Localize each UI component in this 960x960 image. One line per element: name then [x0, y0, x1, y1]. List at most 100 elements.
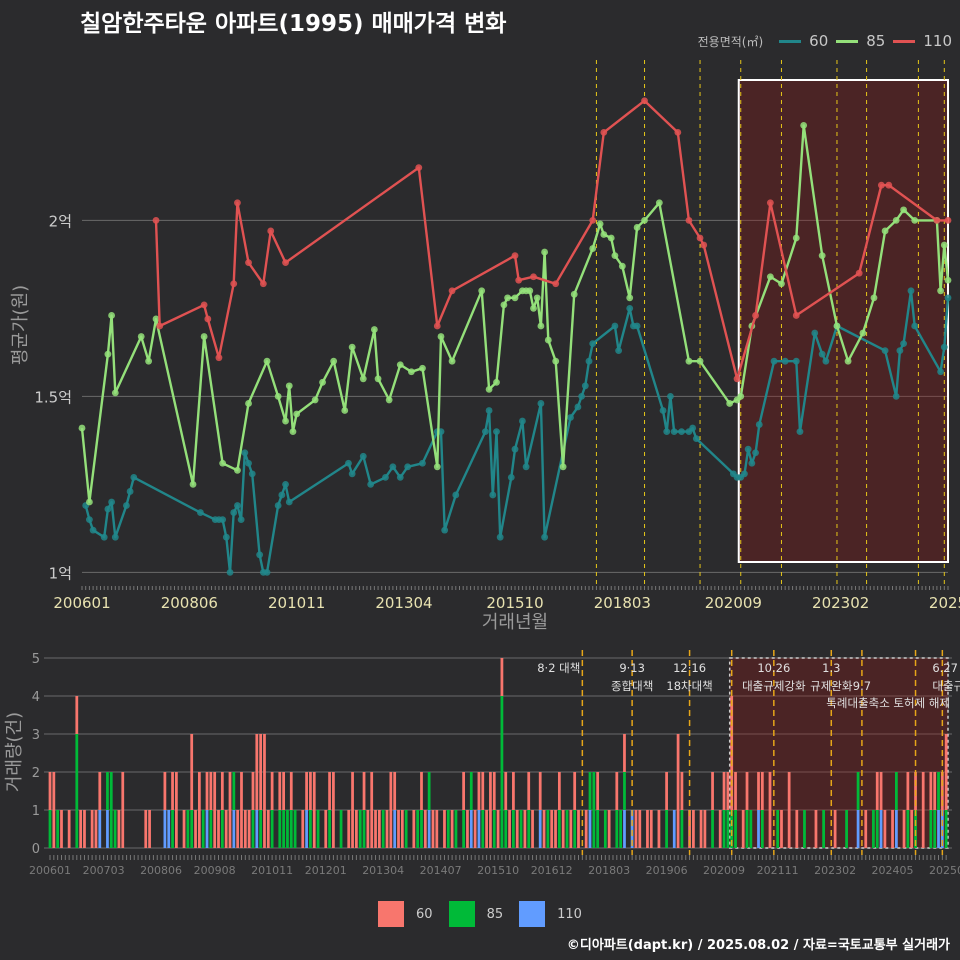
volume-bar-60: [864, 810, 868, 848]
price-point-85: [511, 294, 519, 302]
price-point-85: [633, 224, 641, 231]
volume-bar-85: [454, 810, 458, 848]
price-point-85: [407, 368, 415, 376]
price-point-85: [833, 322, 841, 330]
volume-bar-110: [588, 810, 592, 848]
price-point-85: [541, 248, 549, 256]
price-point-60: [419, 459, 426, 467]
bar-x-tick-label: 200703: [83, 864, 125, 877]
volume-bar-60: [768, 772, 772, 848]
volume-bar-60: [711, 772, 714, 810]
volume-bar-110: [538, 810, 542, 848]
volume-bar-60: [228, 772, 232, 848]
volume-bar-85: [776, 810, 780, 848]
volume-bar-60: [370, 772, 374, 848]
volume-bar-60: [67, 810, 71, 848]
volume-bar-60: [374, 810, 377, 848]
volume-bar-60: [757, 772, 760, 810]
bar-x-tick-label: 202302: [814, 864, 856, 877]
volume-bar-110: [167, 810, 171, 848]
volume-bar-60: [247, 810, 251, 848]
price-point-85: [374, 375, 382, 383]
price-point-85: [348, 343, 356, 351]
price-point-85: [778, 280, 785, 288]
price-point-60: [522, 463, 530, 471]
volume-bar-85: [933, 810, 937, 848]
policy-annotation: 12·16: [673, 661, 706, 675]
volume-bar-60: [220, 772, 224, 810]
price-point-85: [726, 400, 734, 407]
price-point-60: [241, 449, 249, 457]
volume-bar-110: [393, 810, 397, 848]
x-tick-label: 201011: [268, 594, 325, 612]
volume-bar-60: [270, 772, 274, 810]
price-point-85: [552, 357, 560, 365]
legend-item-110: 110: [893, 32, 952, 50]
y-tick-label: 1.5억: [34, 388, 72, 406]
volume-bar-85: [745, 810, 749, 848]
price-point-85: [370, 326, 378, 333]
price-point-110: [752, 312, 759, 319]
price-point-85: [844, 357, 852, 365]
price-point-60: [937, 368, 944, 376]
bar-y-tick-label: 4: [32, 690, 40, 705]
volume-legend-swatch-60: [378, 901, 405, 927]
legend-label-85: 85: [866, 32, 886, 50]
price-point-60: [345, 459, 352, 467]
price-point-85: [330, 357, 338, 365]
volume-bar-60: [90, 810, 94, 848]
volume-bar-85: [500, 696, 504, 848]
volume-bar-85: [186, 810, 190, 848]
price-point-110: [433, 322, 441, 330]
bar-x-tick-label: 202009: [703, 864, 745, 877]
volume-bar-85: [420, 810, 423, 848]
legend-swatch-110: [893, 39, 916, 43]
price-point-85: [530, 305, 537, 312]
price-point-60: [519, 417, 526, 425]
price-point-60: [396, 473, 404, 481]
volume-bar-60: [512, 772, 515, 810]
x-tick-label: 202302: [812, 594, 869, 612]
volume-bar-85: [220, 810, 224, 848]
volume-bar-60: [492, 772, 496, 810]
price-point-110: [696, 234, 704, 242]
price-point-85: [234, 466, 241, 474]
x-tick-label: 2025: [929, 594, 960, 612]
x-tick-label: 201803: [594, 594, 651, 612]
price-point-60: [104, 505, 112, 513]
price-point-110: [215, 354, 223, 362]
volume-bar-60: [623, 734, 626, 772]
price-point-60: [896, 347, 904, 355]
volume-bar-85: [75, 734, 79, 848]
price-point-85: [892, 217, 900, 224]
legend-label-60: 60: [809, 32, 829, 50]
volume-bar-60: [481, 772, 485, 810]
volume-bar-60: [550, 810, 554, 848]
volume-bar-60: [875, 772, 879, 810]
volume-bar-60: [676, 734, 680, 848]
price-point-110: [152, 217, 160, 224]
volume-legend-item-110: 110: [519, 901, 582, 927]
price-point-60: [256, 551, 264, 559]
x-tick-label: 200601: [53, 594, 110, 612]
volume-legend-label-85: 85: [486, 906, 504, 922]
policy-annotation: 1.3: [822, 661, 840, 675]
volume-bar-85: [270, 810, 274, 848]
price-point-85: [433, 463, 441, 471]
price-point-85: [341, 407, 349, 414]
price-line-110: [154, 99, 948, 380]
volume-bar-110: [895, 810, 898, 848]
volume-bar-60: [98, 772, 102, 810]
price-point-85: [274, 393, 282, 400]
volume-bar-60: [393, 772, 397, 810]
legend-title: 전용면적(㎡): [697, 34, 764, 49]
price-point-60: [818, 350, 826, 358]
volume-bar-60: [477, 772, 481, 810]
price-point-85: [937, 287, 944, 295]
volume-bar-60: [527, 772, 531, 810]
price-point-60: [100, 533, 108, 541]
volume-bar-85: [680, 810, 684, 848]
volume-bar-60: [309, 772, 312, 810]
volume-bar-85: [914, 810, 917, 848]
